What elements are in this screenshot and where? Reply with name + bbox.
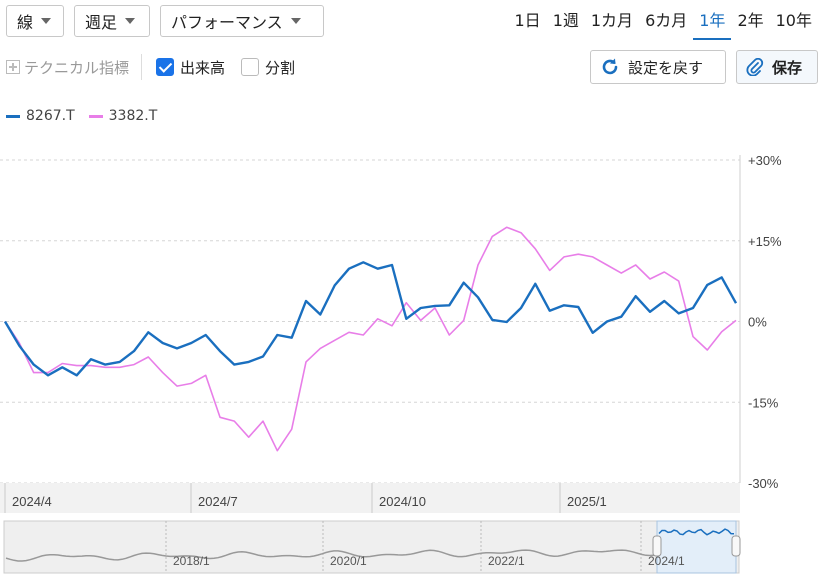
chart-type-value: 線 bbox=[17, 13, 34, 32]
navigator-label: 2022/1 bbox=[488, 554, 525, 568]
navigator-left-handle[interactable] bbox=[652, 535, 662, 557]
legend-item-3382: 3382.T bbox=[88, 108, 158, 124]
y-tick-label: -15% bbox=[748, 395, 779, 410]
chart-type-dropdown[interactable]: 線 bbox=[6, 5, 64, 37]
y-tick-label: +15% bbox=[748, 234, 782, 249]
chevron-down-icon bbox=[125, 18, 136, 24]
paperclip-icon bbox=[746, 58, 764, 76]
legend-item-8267: 8267.T bbox=[6, 108, 75, 124]
split-label: 分割 bbox=[265, 58, 296, 77]
period-tab-1w[interactable]: 1週 bbox=[552, 11, 579, 30]
period-tab-1d[interactable]: 1日 bbox=[514, 11, 541, 30]
mode-dropdown[interactable]: パフォーマンス bbox=[160, 5, 324, 37]
navigator-history-line bbox=[5, 549, 655, 562]
chevron-down-icon bbox=[290, 18, 301, 24]
navigator-track bbox=[3, 520, 740, 574]
x-tick-label: 2025/1 bbox=[567, 494, 607, 509]
period-tab-6m[interactable]: 6カ月 bbox=[645, 11, 688, 30]
legend-swatch-8267 bbox=[6, 114, 20, 118]
series-line-3382-T bbox=[4, 226, 737, 452]
legend-swatch-3382 bbox=[88, 114, 103, 118]
chart-legend: 8267.T 3382.T bbox=[6, 108, 157, 124]
interval-value: 週足 bbox=[85, 13, 118, 32]
divider bbox=[141, 54, 143, 80]
range-navigator[interactable]: 2018/1 2020/1 2022/1 2024/1 bbox=[0, 517, 822, 579]
plus-icon bbox=[6, 60, 20, 74]
reset-settings-button[interactable]: 設定を戻す bbox=[590, 50, 726, 84]
x-axis-band bbox=[0, 483, 740, 513]
options-row: テクニカル指標 出来高 分割 bbox=[6, 54, 311, 80]
y-tick-label: -30% bbox=[748, 476, 779, 491]
y-tick-label: 0% bbox=[748, 315, 767, 330]
refresh-icon bbox=[602, 58, 618, 75]
navigator-label: 2020/1 bbox=[330, 554, 367, 568]
y-tick-label: +30% bbox=[748, 153, 782, 168]
checkbox-empty-icon[interactable] bbox=[241, 58, 260, 76]
x-tick-label: 2024/4 bbox=[12, 494, 52, 509]
volume-label: 出来高 bbox=[180, 58, 226, 77]
split-checkbox[interactable]: 分割 bbox=[241, 57, 295, 78]
chevron-down-icon bbox=[41, 18, 52, 24]
period-tab-1m[interactable]: 1カ月 bbox=[590, 11, 634, 30]
volume-checkbox[interactable]: 出来高 bbox=[156, 57, 225, 78]
period-tabs: 1日 1週 1カ月 6カ月 1年 2年 10年 bbox=[509, 10, 819, 40]
x-tick-label: 2024/7 bbox=[198, 494, 238, 509]
legend-label-3382: 3382.T bbox=[108, 108, 158, 124]
technical-indicators-button[interactable]: テクニカル指標 bbox=[6, 57, 129, 78]
checkbox-checked-icon[interactable] bbox=[156, 58, 175, 76]
interval-dropdown[interactable]: 週足 bbox=[74, 5, 150, 37]
navigator-label: 2024/1 bbox=[648, 554, 685, 568]
series-line-8267-T bbox=[3, 261, 738, 377]
period-tab-1y[interactable]: 1年 bbox=[693, 10, 732, 40]
x-tick-label: 2024/10 bbox=[379, 494, 426, 509]
mode-value: パフォーマンス bbox=[171, 13, 283, 32]
navigator-right-handle[interactable] bbox=[731, 535, 741, 557]
save-label: 保存 bbox=[772, 58, 803, 77]
save-button[interactable]: 保存 bbox=[736, 50, 818, 84]
navigator-selected-line bbox=[658, 528, 735, 536]
navigator-selection[interactable] bbox=[656, 520, 737, 574]
reset-settings-label: 設定を戻す bbox=[628, 58, 704, 77]
performance-chart[interactable]: 2024/4 2024/7 2024/10 2025/1 +30% +15% 0% -15%… bbox=[0, 140, 822, 515]
legend-label-8267: 8267.T bbox=[26, 108, 75, 124]
navigator-label: 2018/1 bbox=[173, 554, 210, 568]
period-tab-10y[interactable]: 10年 bbox=[775, 11, 812, 30]
period-tab-2y[interactable]: 2年 bbox=[737, 11, 764, 30]
technical-indicators-label: テクニカル指標 bbox=[24, 58, 130, 77]
